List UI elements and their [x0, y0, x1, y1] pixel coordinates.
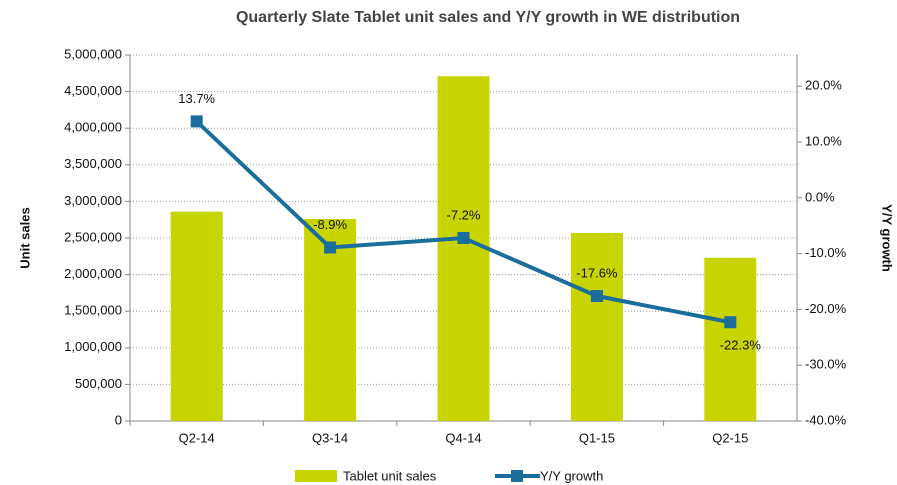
y2-tick-label: -20.0% [805, 301, 847, 316]
y-tick-label: 1,000,000 [64, 339, 122, 354]
chart-title: Quarterly Slate Tablet unit sales and Y/… [236, 9, 740, 26]
y-tick-label: 1,500,000 [64, 303, 122, 318]
data-label: -22.3% [720, 338, 762, 353]
bar [704, 257, 757, 421]
data-label: -8.9% [313, 217, 347, 232]
y2-axis-label: Y/Y growth [880, 204, 895, 272]
y-tick-label: 4,000,000 [64, 120, 122, 135]
bar [437, 76, 490, 421]
legend-label: Tablet unit sales [343, 468, 437, 483]
data-label: 13.7% [178, 91, 215, 106]
y-tick-label: 3,500,000 [64, 156, 122, 171]
y2-tick-label: -30.0% [805, 357, 847, 372]
bar [170, 211, 223, 421]
y-tick-label: 2,500,000 [64, 229, 122, 244]
y-tick-label: 3,000,000 [64, 193, 122, 208]
y-tick-label: 4,500,000 [64, 83, 122, 98]
legend-label: Y/Y growth [540, 468, 603, 483]
legend-swatch [511, 470, 523, 482]
y2-tick-label: 0.0% [805, 189, 835, 204]
y2-tick-label: 10.0% [805, 133, 842, 148]
marker [324, 241, 337, 254]
x-tick-label: Q2-14 [179, 430, 215, 445]
y2-tick-label: -10.0% [805, 245, 847, 260]
y-tick-label: 5,000,000 [64, 46, 122, 61]
y-axis-label: Unit sales [17, 207, 32, 268]
marker [590, 290, 603, 303]
legend-swatch [295, 470, 337, 482]
x-tick-label: Q4-14 [445, 430, 481, 445]
bar [570, 232, 623, 421]
y-tick-label: 0 [115, 412, 122, 427]
data-label: -17.6% [576, 265, 618, 280]
x-tick-label: Q2-15 [712, 430, 748, 445]
marker [190, 115, 203, 128]
y-tick-label: 2,000,000 [64, 266, 122, 281]
x-tick-label: Q1-15 [579, 430, 615, 445]
data-label: -7.2% [447, 207, 481, 222]
marker [724, 316, 737, 329]
x-tick-label: Q3-14 [312, 430, 348, 445]
y-tick-label: 500,000 [75, 376, 122, 391]
y2-tick-label: -40.0% [805, 412, 847, 427]
y2-tick-label: 20.0% [805, 78, 842, 93]
marker [457, 232, 470, 244]
